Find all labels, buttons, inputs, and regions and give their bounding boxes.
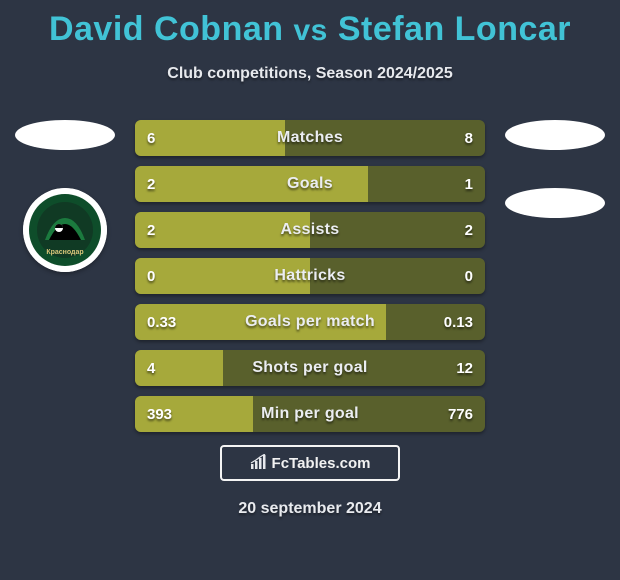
stat-right-value: 1 — [465, 166, 473, 202]
stat-label: Matches — [135, 120, 485, 156]
player2-name: Stefan Loncar — [338, 10, 571, 48]
stat-right-value: 12 — [456, 350, 473, 386]
krasnodar-badge-icon: Краснодар — [23, 188, 107, 272]
stat-right-value: 776 — [448, 396, 473, 432]
stat-label: Shots per goal — [135, 350, 485, 386]
stat-label: Goals per match — [135, 304, 485, 340]
stat-label: Goals — [135, 166, 485, 202]
stat-row: 2Goals1 — [135, 166, 485, 202]
subtitle: Club competitions, Season 2024/2025 — [0, 65, 620, 83]
country-flag-placeholder-right-1 — [505, 120, 605, 150]
stat-row: 2Assists2 — [135, 212, 485, 248]
stat-label: Min per goal — [135, 396, 485, 432]
club-badge-left: Краснодар — [23, 188, 107, 272]
country-flag-placeholder-left — [15, 120, 115, 150]
stat-label: Hattricks — [135, 258, 485, 294]
chart-icon — [250, 454, 266, 473]
country-flag-placeholder-right-2 — [505, 188, 605, 218]
stat-row: 0.33Goals per match0.13 — [135, 304, 485, 340]
brand-box: FcTables.com — [220, 445, 400, 481]
stat-row: 393Min per goal776 — [135, 396, 485, 432]
vs-text: vs — [293, 14, 327, 47]
stat-right-value: 8 — [465, 120, 473, 156]
right-badges-column — [500, 120, 610, 218]
stat-right-value: 0.13 — [444, 304, 473, 340]
stat-label: Assists — [135, 212, 485, 248]
comparison-title: David Cobnan vs Stefan Loncar — [0, 0, 620, 49]
player1-name: David Cobnan — [49, 10, 284, 48]
stat-row: 0Hattricks0 — [135, 258, 485, 294]
stat-row: 6Matches8 — [135, 120, 485, 156]
left-badges-column: Краснодар — [10, 120, 120, 272]
brand-text: FcTables.com — [272, 455, 371, 472]
stat-right-value: 0 — [465, 258, 473, 294]
stat-right-value: 2 — [465, 212, 473, 248]
stat-bars: 6Matches82Goals12Assists20Hattricks00.33… — [135, 120, 485, 432]
svg-text:Краснодар: Краснодар — [46, 249, 83, 256]
stat-row: 4Shots per goal12 — [135, 350, 485, 386]
date-text: 20 september 2024 — [0, 500, 620, 518]
